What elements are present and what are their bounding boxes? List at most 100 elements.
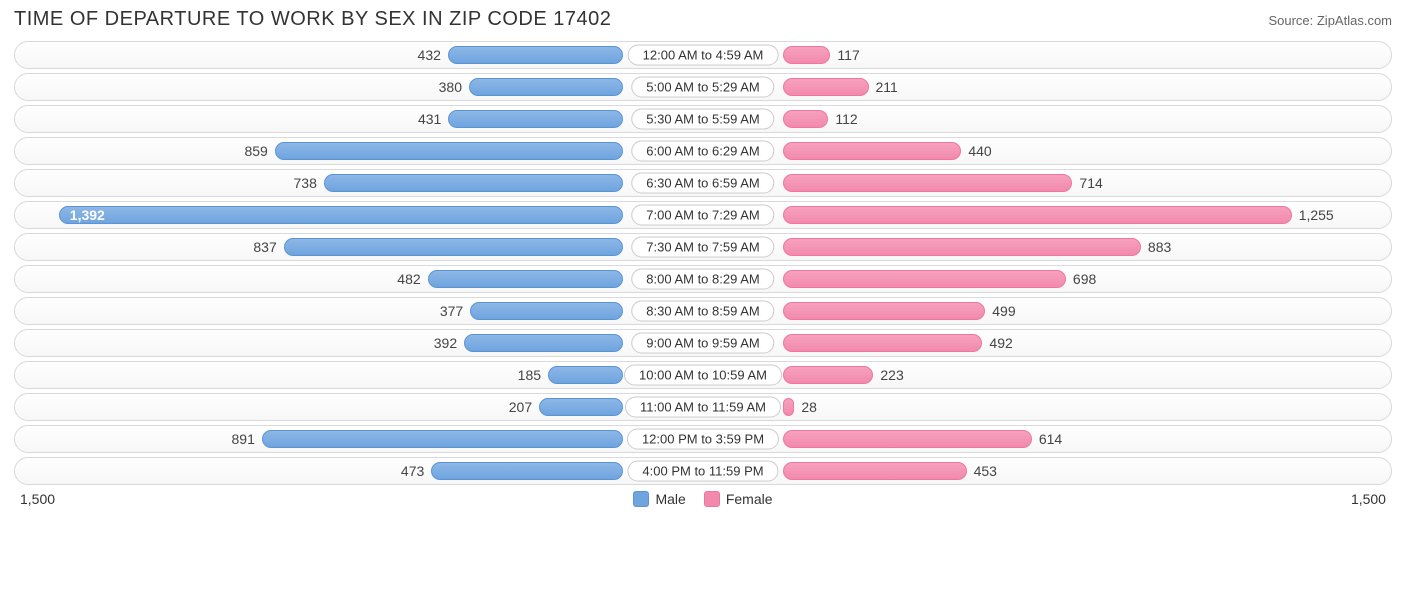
value-label-female: 492: [981, 335, 1012, 351]
bar-male: 185: [548, 366, 623, 384]
value-label-male: 738: [294, 175, 325, 191]
legend: Male Female: [633, 491, 772, 507]
legend-item-male: Male: [633, 491, 685, 507]
chart-rows: 43211712:00 AM to 4:59 AM3802115:00 AM t…: [14, 41, 1392, 485]
value-label-male: 432: [418, 47, 449, 63]
half-female: 112: [703, 106, 1391, 132]
bar-female: 453: [783, 462, 967, 480]
bar-male: 377: [470, 302, 623, 320]
value-label-male: 185: [518, 367, 549, 383]
half-female: 453: [703, 458, 1391, 484]
half-male: 185: [15, 362, 703, 388]
bar-female: 1,255: [783, 206, 1292, 224]
value-label-male: 891: [232, 431, 263, 447]
bar-female: 883: [783, 238, 1141, 256]
half-male: 859: [15, 138, 703, 164]
bar-male: 380: [469, 78, 623, 96]
value-label-female: 28: [793, 399, 817, 415]
half-male: 837: [15, 234, 703, 260]
bar-male: 432: [448, 46, 623, 64]
value-label-female: 440: [960, 143, 991, 159]
half-female: 28: [703, 394, 1391, 420]
value-label-female: 714: [1071, 175, 1102, 191]
bar-male: 482: [428, 270, 623, 288]
half-male: 1,392: [15, 202, 703, 228]
half-female: 1,255: [703, 202, 1391, 228]
category-label: 12:00 AM to 4:59 AM: [628, 45, 779, 66]
category-label: 4:00 PM to 11:59 PM: [627, 461, 778, 482]
value-label-female: 698: [1065, 271, 1096, 287]
value-label-male: 859: [244, 143, 275, 159]
category-label: 7:00 AM to 7:29 AM: [631, 205, 774, 226]
chart-row: 89161412:00 PM to 3:59 PM: [14, 425, 1392, 453]
chart-title: TIME OF DEPARTURE TO WORK BY SEX IN ZIP …: [14, 8, 611, 31]
bar-male: 431: [448, 110, 623, 128]
bar-female: 440: [783, 142, 961, 160]
legend-item-female: Female: [704, 491, 773, 507]
half-female: 223: [703, 362, 1391, 388]
header: TIME OF DEPARTURE TO WORK BY SEX IN ZIP …: [14, 8, 1392, 31]
chart-source: Source: ZipAtlas.com: [1268, 13, 1392, 28]
bar-male: 1,392: [59, 206, 623, 224]
axis-right-label: 1,500: [1351, 491, 1386, 507]
bar-female: 28: [783, 398, 794, 416]
half-female: 211: [703, 74, 1391, 100]
half-female: 117: [703, 42, 1391, 68]
half-female: 698: [703, 266, 1391, 292]
bar-male: 738: [324, 174, 623, 192]
chart-row: 738 714 6:30 AM to 6:59 AM: [14, 169, 1392, 197]
legend-label-male: Male: [655, 491, 685, 507]
value-label-female: 453: [966, 463, 997, 479]
half-male: 392: [15, 330, 703, 356]
chart-row: 8594406:00 AM to 6:29 AM: [14, 137, 1392, 165]
half-male: 380: [15, 74, 703, 100]
half-male: 482: [15, 266, 703, 292]
value-label-male: 377: [440, 303, 471, 319]
bar-female: 698: [783, 270, 1066, 288]
bar-female: 117: [783, 46, 830, 64]
value-label-female: 614: [1031, 431, 1062, 447]
bar-male: 207: [539, 398, 623, 416]
bar-male: 392: [464, 334, 623, 352]
chart-row: 431 112 5:30 AM to 5:59 AM: [14, 105, 1392, 133]
bar-male: 473: [431, 462, 623, 480]
half-female: 614: [703, 426, 1391, 452]
chart-row: 18522310:00 AM to 10:59 AM: [14, 361, 1392, 389]
chart-row: 473 453 4:00 PM to 11:59 PM: [14, 457, 1392, 485]
value-label-male: 392: [434, 335, 465, 351]
value-label-female: 883: [1140, 239, 1171, 255]
category-label: 8:30 AM to 8:59 AM: [631, 301, 774, 322]
bar-female: 211: [783, 78, 869, 96]
chart-row: 4826988:00 AM to 8:29 AM: [14, 265, 1392, 293]
category-label: 10:00 AM to 10:59 AM: [624, 365, 782, 386]
half-male: 738: [15, 170, 703, 196]
category-label: 5:30 AM to 5:59 AM: [631, 109, 774, 130]
chart-row: 3802115:00 AM to 5:29 AM: [14, 73, 1392, 101]
bar-female: 223: [783, 366, 873, 384]
value-label-female: 223: [872, 367, 903, 383]
axis-row: 1,500 Male Female 1,500: [14, 491, 1392, 507]
half-male: 431: [15, 106, 703, 132]
legend-label-female: Female: [726, 491, 773, 507]
chart-row: 377 499 8:30 AM to 8:59 AM: [14, 297, 1392, 325]
value-label-female: 117: [829, 47, 859, 63]
category-label: 12:00 PM to 3:59 PM: [627, 429, 779, 450]
bar-male: 837: [284, 238, 623, 256]
chart-row: 43211712:00 AM to 4:59 AM: [14, 41, 1392, 69]
half-female: 714: [703, 170, 1391, 196]
axis-left-label: 1,500: [20, 491, 55, 507]
category-label: 7:30 AM to 7:59 AM: [631, 237, 774, 258]
chart-row: 837 883 7:30 AM to 7:59 AM: [14, 233, 1392, 261]
chart-row: 3924929:00 AM to 9:59 AM: [14, 329, 1392, 357]
value-label-female: 499: [984, 303, 1015, 319]
chart-row: 2072811:00 AM to 11:59 AM: [14, 393, 1392, 421]
half-female: 499: [703, 298, 1391, 324]
category-label: 6:30 AM to 6:59 AM: [631, 173, 774, 194]
chart-container: TIME OF DEPARTURE TO WORK BY SEX IN ZIP …: [0, 0, 1406, 515]
legend-swatch-male: [633, 491, 649, 507]
bar-female: 614: [783, 430, 1032, 448]
value-label-female: 112: [827, 111, 857, 127]
half-female: 492: [703, 330, 1391, 356]
category-label: 11:00 AM to 11:59 AM: [625, 397, 781, 418]
value-label-male: 1,392: [70, 207, 105, 223]
